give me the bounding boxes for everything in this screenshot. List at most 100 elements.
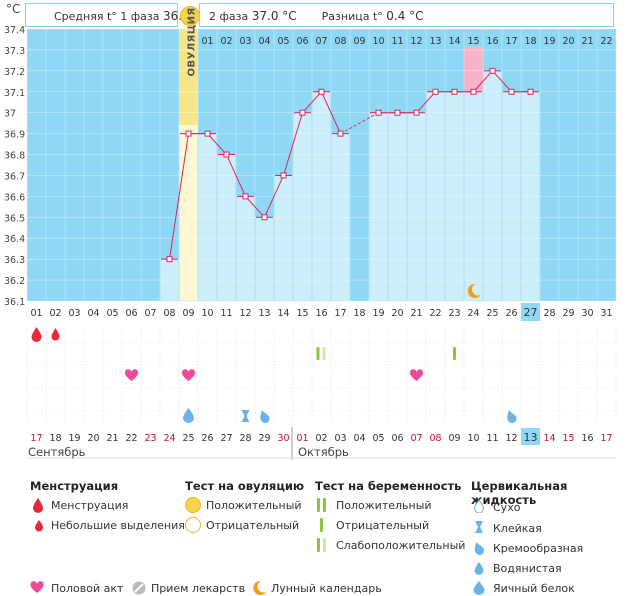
bottom-date-label: 04 xyxy=(353,433,365,444)
calendar-day-label: 05 xyxy=(106,308,118,319)
calendar-day-label: 02 xyxy=(49,308,61,319)
temperature-point xyxy=(280,172,287,179)
legend-spotting: Небольшие выделения xyxy=(51,519,185,532)
watery-icon xyxy=(474,562,484,575)
bottom-date-label: 15 xyxy=(562,433,574,444)
pregnancy-positive-icon xyxy=(317,498,326,512)
bottom-date-label: 16 xyxy=(581,433,593,444)
cycle-day-label: 10 xyxy=(372,36,384,47)
calendar-day-label: 23 xyxy=(448,308,460,319)
pregnancy-weak-icon xyxy=(317,538,326,552)
temperature-line-segment xyxy=(416,91,436,114)
temperature-point xyxy=(318,88,325,95)
pregnancy-test-bar xyxy=(453,347,456,360)
bottom-today-highlight xyxy=(521,428,540,445)
spotting-drop-icon xyxy=(35,520,43,532)
pregnancy-test-bar xyxy=(322,347,326,360)
creamy-drop xyxy=(260,410,270,424)
cycle-day-label: 01 xyxy=(201,36,213,47)
intercourse-heart-icon xyxy=(30,581,44,593)
calendar-day-label: 21 xyxy=(410,308,422,319)
bottom-date-label: 25 xyxy=(182,433,194,444)
temperature-point xyxy=(204,130,211,137)
month-label-october: Октябрь xyxy=(298,445,349,459)
temperature-bar xyxy=(388,112,407,302)
sticky-marker xyxy=(241,410,250,422)
calendar-day-label: 30 xyxy=(581,308,593,319)
temperature-line-segment xyxy=(321,91,341,134)
y-tick-label: 36.9 xyxy=(4,130,25,141)
menstruation-drop-icon xyxy=(33,498,43,513)
temperature-line-segment xyxy=(283,112,303,176)
y-tick-label: 37.2 xyxy=(4,67,25,78)
ovulation-band-label: ОВУЛЯЦИЯ xyxy=(187,7,198,76)
y-tick-label: 37.1 xyxy=(4,88,25,99)
bottom-date-label: 29 xyxy=(258,433,270,444)
bottom-date-label: 05 xyxy=(372,433,384,444)
cycle-day-label: 18 xyxy=(524,36,536,47)
calendar-day-label: 11 xyxy=(220,308,232,319)
egg-white-drop xyxy=(183,408,194,423)
calendar-day-label: 17 xyxy=(334,308,346,319)
calendar-day-label: 31 xyxy=(600,308,612,319)
temperature-point xyxy=(470,88,477,95)
temperature-point xyxy=(337,130,344,137)
cycle-day-label: 07 xyxy=(315,36,327,47)
legend-sticky: Клейкая xyxy=(493,522,542,535)
moon-icon xyxy=(253,580,266,595)
temperature-chart: 36.1 36.2 36.3 36.4 36.5 36.6 36.7 36.8 36.9 37 37… xyxy=(4,25,617,460)
cycle-day-label: 19 xyxy=(543,36,555,47)
cycle-day-label: 16 xyxy=(486,36,498,47)
calendar-day-label: 25 xyxy=(486,308,498,319)
cycle-day-label: 12 xyxy=(410,36,422,47)
temperature-line-segment xyxy=(169,133,189,260)
calendar-day-label: 07 xyxy=(144,308,156,319)
phase2-stats: 2 фаза 37.0 °C Разница t° 0.4 °C xyxy=(199,3,614,27)
y-tick-label: 36.7 xyxy=(4,171,25,182)
cycle-day-label: 20 xyxy=(562,36,574,47)
temperature-point xyxy=(375,109,382,116)
legend-menstruation: Менструация xyxy=(51,499,129,512)
bottom-date-label: 21 xyxy=(106,433,118,444)
legend-intercourse: Половой акт xyxy=(51,582,124,595)
calendar-day-label: 18 xyxy=(353,308,365,319)
legend-egg-white: Яичный белок xyxy=(493,582,575,595)
bottom-date-label: 20 xyxy=(87,433,99,444)
y-axis-unit: °C xyxy=(6,2,21,16)
y-tick-label: 37.4 xyxy=(4,25,25,36)
calendar-day-label: 19 xyxy=(372,308,384,319)
calendar-day-label: 28 xyxy=(543,308,555,319)
legend-menstruation-title: Менструация xyxy=(30,479,119,493)
calendar-day-label: 15 xyxy=(296,308,308,319)
bottom-date-label: 19 xyxy=(68,433,80,444)
bottom-date-label: 12 xyxy=(505,433,517,444)
calendar-day-label: 16 xyxy=(315,308,327,319)
temperature-point xyxy=(508,88,515,95)
today-highlight xyxy=(521,303,540,321)
phase1-stats: Средняя t° 1 фаза 36.6 °C xyxy=(25,3,208,27)
medication-icon xyxy=(132,581,146,595)
temperature-line-segment xyxy=(302,91,322,114)
bottom-date-label: 28 xyxy=(239,433,251,444)
legend-ovulation-test-title: Тест на овуляцию xyxy=(185,479,305,493)
temperature-line-segment xyxy=(207,133,227,155)
legend-creamy: Кремообразная xyxy=(493,542,584,555)
moon-marker xyxy=(467,283,481,298)
legend-pr-weak: Слабоположительный xyxy=(336,539,466,552)
legend-watery: Водянистая xyxy=(493,562,562,575)
calendar-day-label: 01 xyxy=(30,308,42,319)
bottom-date-label: 11 xyxy=(486,433,498,444)
calendar-day-label: 26 xyxy=(505,308,517,319)
creamy-drop xyxy=(507,410,517,424)
ovulation-positive-icon xyxy=(185,497,201,513)
temperature-point xyxy=(223,151,230,158)
y-tick-label: 36.1 xyxy=(4,297,25,308)
calendar-day-label: 08 xyxy=(163,308,175,319)
spotting-drop xyxy=(51,328,60,341)
temperature-line-segment xyxy=(245,196,265,218)
legend-ov-positive: Положительный xyxy=(206,499,302,512)
calendar-day-label: 13 xyxy=(258,308,270,319)
calendar-day-label: 27 xyxy=(524,306,538,319)
cycle-day-label: 09 xyxy=(353,36,365,47)
temperature-line-segment xyxy=(492,70,512,93)
